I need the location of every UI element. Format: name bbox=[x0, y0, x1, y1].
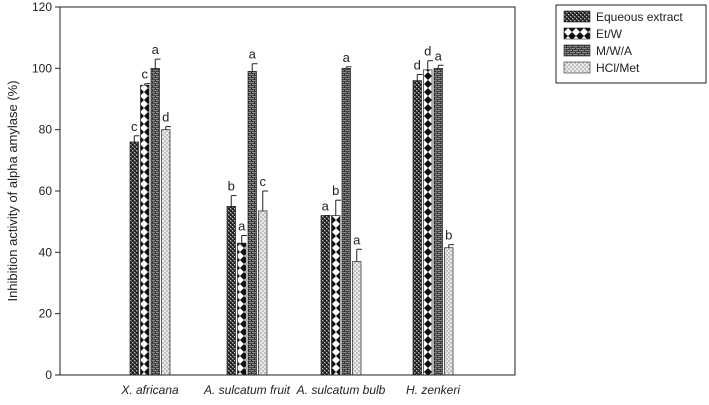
significance-label: a bbox=[322, 199, 330, 214]
bar-3-2 bbox=[433, 67, 443, 376]
bar-2-0 bbox=[320, 215, 330, 376]
legend-swatch bbox=[563, 10, 591, 23]
significance-label: a bbox=[238, 218, 246, 233]
y-tick-label: 80 bbox=[39, 123, 53, 137]
significance-label: a bbox=[249, 47, 257, 62]
significance-label: d bbox=[162, 110, 169, 125]
bar-0-2 bbox=[150, 67, 160, 376]
significance-label: a bbox=[435, 48, 443, 63]
significance-label: d bbox=[424, 44, 431, 59]
significance-label: c bbox=[142, 67, 149, 82]
significance-label: c bbox=[131, 119, 138, 134]
y-tick-label: 40 bbox=[39, 245, 53, 259]
category-label: X. africana bbox=[120, 383, 179, 397]
bar-1-2 bbox=[247, 71, 257, 376]
legend-entry: M/W/A bbox=[596, 44, 632, 58]
y-tick-label: 120 bbox=[32, 0, 52, 14]
bar-3-0 bbox=[412, 80, 422, 376]
y-tick-label: 100 bbox=[32, 61, 52, 75]
legend-entry: Equeous extract bbox=[596, 10, 683, 24]
legend: Equeous extract Et/W M/W/A HCl/Met bbox=[555, 4, 707, 84]
legend-swatch bbox=[563, 61, 591, 74]
significance-label: a bbox=[152, 42, 160, 57]
significance-label: a bbox=[353, 232, 361, 247]
significance-label: c bbox=[260, 174, 267, 189]
axes: 0 20 40 60 80 100 120 Inhibition activity of al… bbox=[5, 0, 516, 397]
bar-2-3 bbox=[352, 261, 362, 376]
y-tick-label: 20 bbox=[39, 307, 53, 321]
bar-0-1 bbox=[140, 84, 150, 376]
bar-2-1 bbox=[331, 215, 341, 376]
bar-0-3 bbox=[161, 129, 171, 376]
significance-label: d bbox=[414, 57, 421, 72]
significance-label: b bbox=[228, 179, 235, 194]
bar-2-2 bbox=[341, 67, 351, 376]
legend-swatch bbox=[563, 27, 591, 40]
bar-1-0 bbox=[226, 205, 236, 376]
significance-label: b bbox=[445, 228, 452, 243]
bar-3-3 bbox=[444, 247, 454, 376]
bar-3-1 bbox=[423, 69, 433, 376]
legend-swatch bbox=[563, 44, 591, 57]
category-label: A. sulcatum fruit bbox=[203, 383, 291, 397]
significance-label: b bbox=[332, 183, 339, 198]
legend-entry: HCl/Met bbox=[596, 61, 640, 75]
y-tick-label: 60 bbox=[39, 184, 53, 198]
category-label: A. sulcatum bulb bbox=[296, 383, 386, 397]
legend-entry: Et/W bbox=[596, 27, 623, 41]
significance-label: a bbox=[343, 50, 351, 65]
y-tick-label: 0 bbox=[45, 368, 52, 382]
y-axis-title: Inhibition activity of alpha amylase (%) bbox=[5, 80, 20, 301]
category-label: H. zenkeri bbox=[406, 383, 460, 397]
bar-1-1 bbox=[237, 242, 247, 376]
bar-1-3 bbox=[258, 210, 268, 376]
bar-0-0 bbox=[129, 141, 139, 376]
